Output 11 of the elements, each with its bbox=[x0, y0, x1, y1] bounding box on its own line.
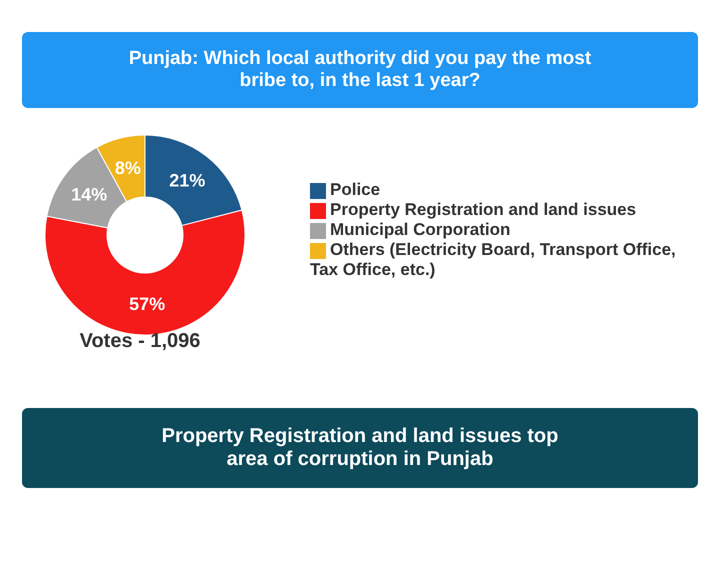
data-label: 21% bbox=[169, 170, 206, 190]
data-label: 14% bbox=[71, 184, 108, 204]
text: Votes - 1,096 bbox=[78, 330, 202, 353]
data-label: 57% bbox=[129, 294, 166, 314]
text: Property Registration and land issues top area of corruption in Punjab bbox=[22, 408, 698, 488]
chart-title: Punjab: Which local authority did you pay the most bribe to, in the last 1 year? bbox=[22, 32, 698, 108]
legend-label: Others (Electricity Board, Transport Office, Tax Office, etc.) bbox=[310, 240, 676, 279]
legend-label: Municipal Corporation bbox=[330, 220, 510, 239]
legend-label: Property Registration and land issues bbox=[330, 200, 636, 219]
legend-label: Police bbox=[330, 180, 380, 199]
data-label: 8% bbox=[114, 158, 141, 178]
